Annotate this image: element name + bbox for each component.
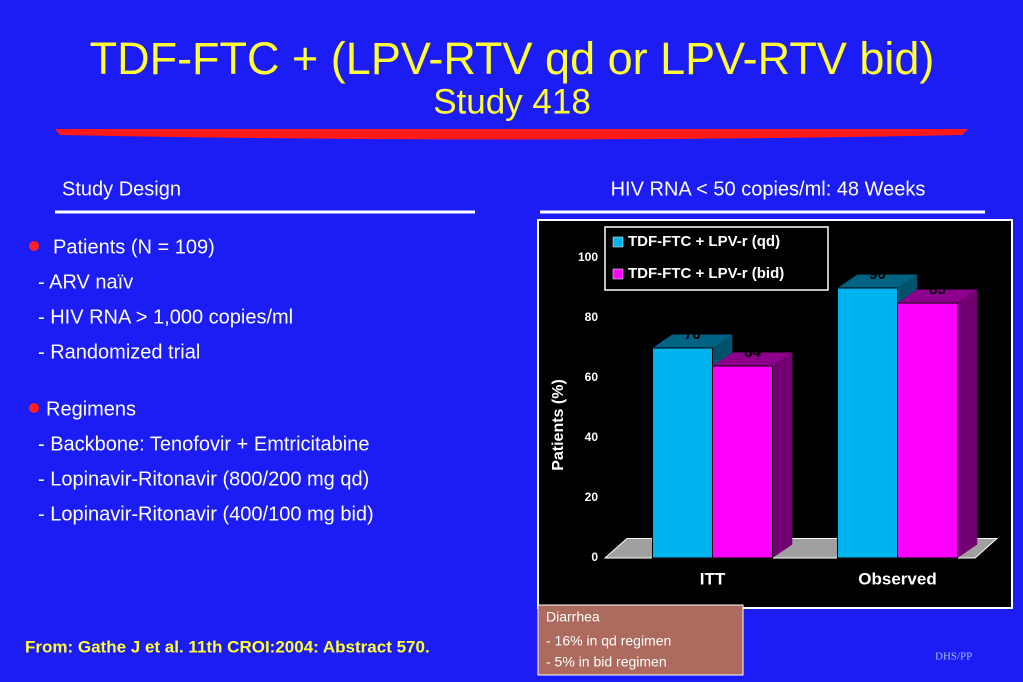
y-tick-label: 0: [591, 550, 598, 564]
y-axis-label: Patients (%): [550, 379, 567, 471]
bar: [897, 302, 958, 559]
bar-side: [772, 352, 793, 558]
note-line: Diarrhea: [546, 609, 600, 625]
legend-label: TDF-FTC + LPV-r (qd): [628, 233, 780, 250]
title-swoosh: [55, 129, 968, 140]
bullet-label: Patients (N = 109): [53, 236, 215, 258]
slide-title: TDF-FTC + (LPV-RTV qd or LPV-RTV bid): [90, 33, 935, 84]
bullet-item: - Lopinavir-Ritonavir (400/100 mg bid): [38, 503, 374, 525]
bullet-item: - ARV naïv: [38, 271, 133, 293]
footer: DHS/PP: [935, 651, 972, 663]
bar-top: [897, 289, 978, 303]
note-line: - 16% in qd regimen: [546, 633, 671, 649]
value-label: 85: [929, 281, 946, 298]
bar: [652, 347, 713, 559]
bullet-dot: [29, 241, 39, 251]
bar: [712, 365, 773, 559]
y-tick-label: 80: [585, 310, 599, 324]
legend-swatch: [612, 268, 624, 280]
legend-swatch: [612, 236, 624, 248]
bullet-label: Regimens: [46, 398, 136, 420]
value-label: 70: [684, 326, 701, 343]
y-tick-label: 20: [585, 490, 599, 504]
section-heading: Study Design: [62, 178, 181, 200]
note-box: [537, 604, 744, 676]
slide-subtitle: Study 418: [433, 82, 591, 121]
x-tick-label: ITT: [700, 569, 726, 588]
legend-label: TDF-FTC + LPV-r (bid): [628, 265, 784, 282]
source: From: Gathe J et al. 11th CROI:2004: Abs…: [25, 637, 430, 656]
x-tick-label: Observed: [858, 569, 936, 588]
y-tick-label: 100: [578, 250, 598, 264]
y-tick-label: 60: [585, 370, 599, 384]
legend-frame: [604, 226, 829, 291]
bar-top: [837, 274, 918, 288]
bar-top: [652, 334, 733, 348]
bullet-dot: [29, 403, 39, 413]
bar-top: [712, 352, 793, 366]
note-line: - 5% in bid regimen: [546, 654, 667, 670]
value-label: 64: [744, 344, 761, 361]
bullet-item: - Backbone: Tenofovir + Emtricitabine: [38, 433, 369, 455]
bullet-item: - HIV RNA > 1,000 copies/ml: [38, 306, 293, 328]
bullet-item: - Randomized trial: [38, 341, 200, 363]
y-tick-label: 40: [585, 430, 599, 444]
chart-title: HIV RNA < 50 copies/ml: 48 Weeks: [611, 178, 926, 200]
bullet-item: - Lopinavir-Ritonavir (800/200 mg qd): [38, 468, 369, 490]
bar: [837, 287, 898, 559]
bar-side: [957, 289, 978, 558]
value-label: 90: [869, 266, 886, 283]
